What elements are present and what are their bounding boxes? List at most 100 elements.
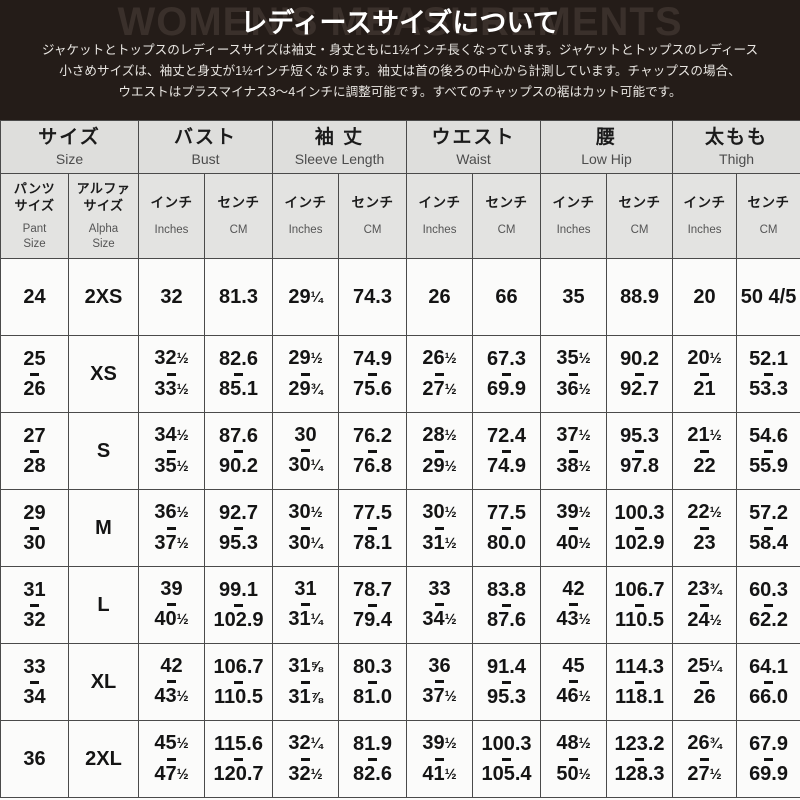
cell-value-max: 32 [23, 608, 46, 631]
cell-waist-in: 28½ 29½ [406, 412, 474, 490]
cell-value: 20 [693, 286, 716, 308]
cell-value-max: 46½ [556, 685, 591, 708]
cell-bust-cm: 81.3 [203, 258, 274, 336]
cell-value-min: 123.2 [614, 732, 665, 755]
cell-value-min: 48½ [556, 731, 591, 754]
cell-value-stack: 87.6 90.2 [205, 425, 272, 478]
cell-value-stack: 32¼ 32½ [273, 732, 338, 787]
cell-pant-size: 25 26 [0, 335, 69, 413]
range-dash-icon [30, 372, 39, 376]
group-header-label-en: Size [55, 151, 84, 167]
cell-value-stack: 39½ 40½ [541, 501, 606, 556]
cell-value-min: 74.9 [353, 347, 392, 370]
cell-bust-cm: 87.6 90.2 [203, 412, 274, 490]
cell-value: 36 [23, 748, 46, 770]
cell-sleeve-in: 31⅝ 31⅞ [272, 643, 340, 721]
cell-value-max: 30¼ [288, 454, 323, 477]
range-dash-icon [764, 680, 774, 684]
cell-value-max: 102.9 [213, 608, 264, 631]
cell-value-min: 34½ [154, 423, 189, 446]
range-dash-icon [435, 603, 445, 607]
cell-bust-cm: 99.1 102.9 [203, 566, 274, 644]
cell-value-stack: 35½ 36½ [541, 347, 606, 402]
cell-value-min: 99.1 [219, 578, 258, 601]
cell-value-min: 42 [562, 578, 585, 601]
cell-value-stack: 106.7 110.5 [205, 656, 272, 709]
cell-waist-cm: 66 [472, 258, 542, 336]
unit-header-label-jp: センチ [747, 195, 790, 210]
cell-value-max: 92.7 [620, 377, 659, 400]
cell-value-stack: 45½ 47½ [139, 732, 204, 787]
unit-header-label-en: CM [497, 224, 516, 236]
cell-value: S [96, 440, 111, 462]
cell-value-stack: 91.4 95.3 [473, 656, 540, 709]
cell-value-stack: 20 [673, 285, 736, 309]
cell-value-max: 74.9 [487, 454, 526, 477]
range-dash-icon [502, 680, 512, 684]
cell-value-stack: 29¼ [273, 285, 338, 310]
cell-value-max: 66.0 [749, 685, 788, 708]
unit-header-label-en: Inches [687, 224, 722, 236]
range-dash-icon [700, 757, 710, 761]
cell-value-max: 26 [693, 685, 716, 708]
cell-pant-size: 24 [0, 258, 69, 336]
cell-value-max: 27½ [687, 762, 722, 785]
cell-value-max: 87.6 [487, 608, 526, 631]
cell-value-stack: 82.6 85.1 [205, 348, 272, 401]
cell-value-max: 40½ [154, 608, 189, 631]
unit-header-label-en: CM [229, 224, 248, 236]
unit-header-lowhip-cm: センチ CM [606, 173, 674, 259]
range-dash-icon [234, 680, 243, 684]
range-dash-icon [167, 757, 176, 761]
range-dash-icon [502, 372, 512, 376]
cell-value-stack: 48½ 50½ [541, 732, 606, 787]
cell-lowhip-in: 35½ 36½ [540, 335, 608, 413]
cell-value-stack: 37½ 38½ [541, 424, 606, 479]
cell-value-max: 69.9 [487, 377, 526, 400]
cell-value-stack: 2XS [69, 285, 138, 309]
cell-lowhip-in: 48½ 50½ [540, 720, 608, 798]
range-dash-icon [368, 526, 378, 530]
cell-value-min: 36 [428, 655, 451, 678]
cell-value-stack: 29½ 29¾ [273, 347, 338, 402]
range-dash-icon [635, 449, 645, 453]
cell-waist-cm: 91.4 95.3 [472, 643, 542, 721]
cell-value-stack: 74.3 [339, 285, 406, 309]
cell-value-stack: 26¾ 27½ [673, 732, 736, 787]
cell-value-min: 30½ [422, 500, 457, 523]
unit-header-row: パンツ サイズ Pant Size アルファ サイズ Alpha Size インチ Inches セ… [0, 173, 800, 259]
unit-header-waist-in: インチ Inches [406, 173, 474, 259]
cell-waist-cm: 83.8 87.6 [472, 566, 542, 644]
range-dash-icon [635, 757, 645, 761]
cell-value-max: 80.0 [487, 531, 526, 554]
cell-pant-size: 31 32 [0, 566, 69, 644]
cell-value-min: 82.6 [219, 347, 258, 370]
range-dash-icon [569, 449, 579, 453]
unit-header-sleeve-cm: センチ CM [338, 173, 408, 259]
table-row: 31 32 L 39 40½ 99.1 102.9 31 31¼ 78.7 79.4 33 34½ 83.… [0, 566, 800, 644]
cell-pant-size: 36 [0, 720, 69, 798]
cell-value: 66 [495, 286, 518, 308]
cell-thigh-cm: 52.1 53.3 [736, 335, 800, 413]
cell-value-stack: 21½ 22 [673, 424, 736, 478]
cell-value-min: 60.3 [749, 578, 788, 601]
cell-sleeve-cm: 76.2 76.8 [338, 412, 408, 490]
cell-value-max: 90.2 [219, 454, 258, 477]
cell-value-stack: 52.1 53.3 [737, 348, 800, 401]
page-title: レディースサイズについて [240, 8, 560, 38]
cell-value-min: 36½ [154, 500, 189, 523]
unit-header-label-en: Inches [288, 224, 323, 236]
cell-value: 2XL [85, 748, 122, 770]
cell-value-stack: 25 26 [1, 348, 68, 401]
cell-value-max: 78.1 [353, 531, 392, 554]
cell-sleeve-cm: 74.9 75.6 [338, 335, 408, 413]
cell-value-stack: 106.7 110.5 [607, 579, 672, 632]
cell-lowhip-cm: 88.9 [606, 258, 674, 336]
cell-value-stack: L [69, 593, 138, 617]
cell-value-stack: 74.9 75.6 [339, 348, 406, 401]
cell-sleeve-in: 32¼ 32½ [272, 720, 340, 798]
cell-value-stack: M [69, 516, 138, 540]
cell-value-stack: 39½ 41½ [407, 732, 472, 787]
cell-lowhip-cm: 106.7 110.5 [606, 566, 674, 644]
unit-header-label-en: CM [759, 224, 778, 236]
